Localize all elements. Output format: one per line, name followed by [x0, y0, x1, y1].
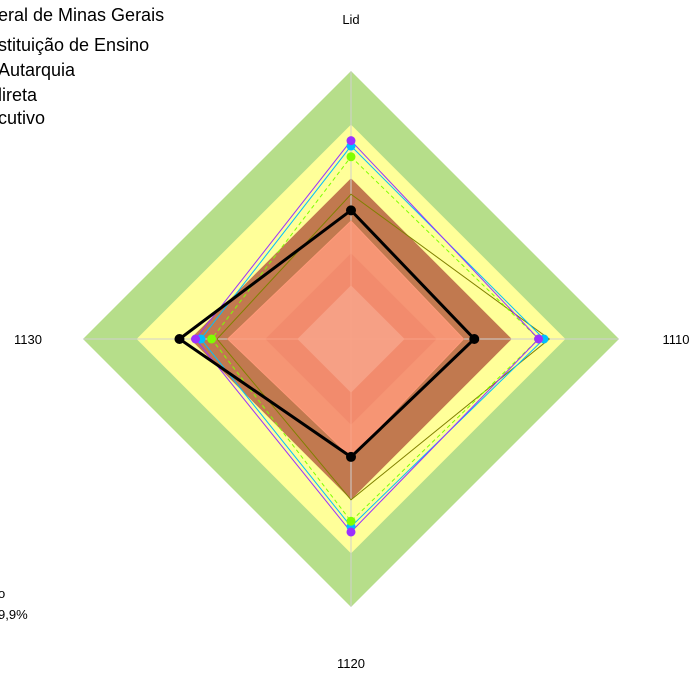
series-3-point-3 [207, 334, 217, 344]
legend-line-3: Autarquia [0, 60, 76, 80]
series-3-point-0 [346, 152, 356, 162]
series-3-point-2 [346, 516, 356, 526]
series-5-point-1 [469, 334, 480, 344]
legend-line-4: lireta [0, 85, 38, 105]
series-4-point-1 [534, 334, 544, 344]
series-4-point-3 [191, 334, 201, 344]
axis-label-Lid: Lid [342, 12, 359, 27]
series-4-point-2 [346, 527, 356, 537]
series-5-point-3 [174, 334, 185, 344]
fragment-label-1: o [0, 586, 6, 601]
series-1-line [216, 193, 551, 501]
axis-label-1120: 1120 [337, 656, 365, 671]
axis-label-1130: 1130 [14, 332, 42, 347]
fragment-label-2: 9,9% [0, 607, 28, 622]
axis-label-1110: 1110 [663, 332, 690, 347]
legend-line-1: eral de Minas Gerais [0, 5, 165, 25]
series-5-point-0 [346, 205, 356, 216]
legend-line-5: cutivo [0, 108, 46, 128]
series-4-point-0 [346, 136, 356, 146]
series-5-point-2 [346, 451, 356, 462]
legend-line-2: stituição de Ensino [0, 35, 150, 55]
